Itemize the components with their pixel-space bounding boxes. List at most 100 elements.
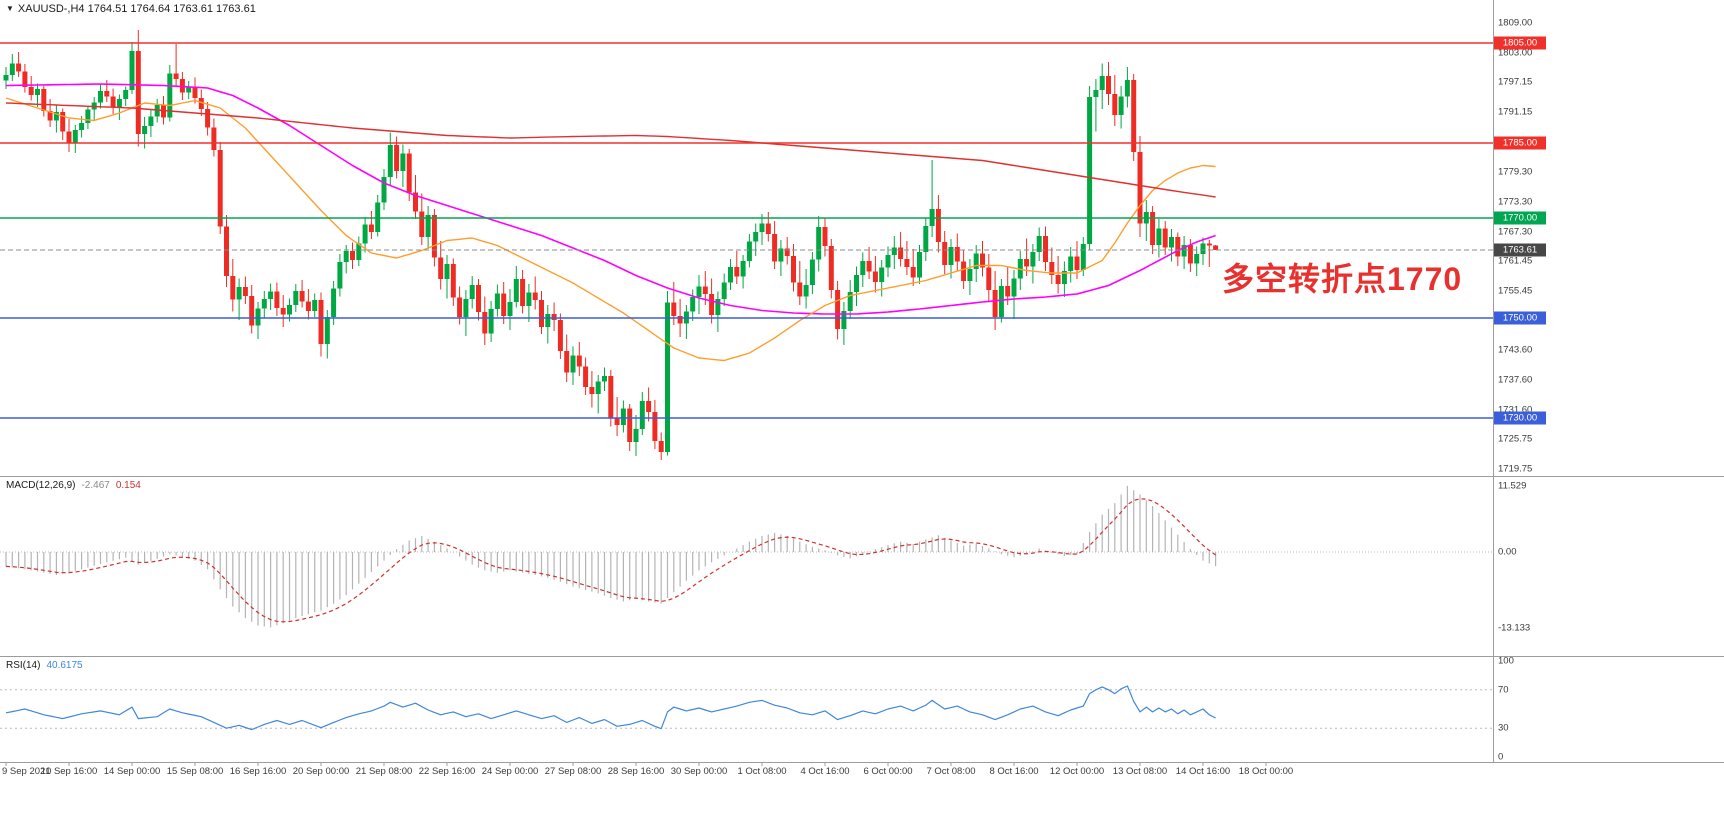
candle-down — [16, 63, 22, 72]
candle-down — [1131, 80, 1137, 152]
candle-up — [35, 89, 40, 95]
price-axis-tick: 1743.60 — [1498, 344, 1533, 356]
candle-down — [835, 290, 841, 329]
candle-up — [1118, 96, 1124, 115]
rsi-value: 40.6175 — [46, 660, 83, 671]
candle-down — [627, 408, 633, 442]
candle-down — [576, 355, 582, 367]
candle-down — [476, 285, 481, 312]
macd-indicator-name: MACD(12,26,9) — [6, 480, 76, 491]
candle-up — [513, 279, 519, 302]
time-axis-label: 24 Sep 00:00 — [481, 766, 539, 777]
candle-down — [539, 300, 544, 327]
candle-down — [765, 223, 771, 234]
rsi-axis-tick: 30 — [1498, 722, 1509, 734]
candle-down — [677, 316, 683, 324]
candle-down — [935, 209, 941, 242]
macd-title: MACD(12,26,9) -2.467 0.154 — [6, 480, 147, 491]
candle-up — [261, 299, 267, 309]
candle-down — [179, 79, 185, 93]
candle-up — [53, 112, 59, 121]
candle-down — [482, 312, 488, 334]
candle-up — [854, 275, 859, 292]
candle-down — [564, 351, 570, 373]
candle-down — [709, 294, 715, 315]
candle-up — [759, 223, 765, 232]
candle-up — [331, 288, 337, 317]
rsi-indicator-name: RSI(14) — [6, 660, 41, 671]
time-axis-label: 28 Sep 16:00 — [607, 766, 665, 777]
candle-up — [123, 90, 129, 99]
time-axis-label: 20 Sep 00:00 — [292, 766, 350, 777]
candle-down — [280, 308, 286, 315]
candle-down — [205, 109, 211, 128]
candle-up — [803, 285, 809, 297]
price-axis-tick: 1755.45 — [1498, 285, 1533, 297]
chevron-down-icon[interactable]: ▼ — [6, 4, 14, 13]
candle-up — [79, 123, 85, 130]
candle-up — [570, 355, 576, 373]
candle-up — [1156, 228, 1162, 245]
candle-down — [942, 242, 948, 265]
candle-down — [646, 401, 652, 412]
candle-down — [22, 71, 28, 87]
time-axis-label: 12 Oct 00:00 — [1049, 766, 1105, 777]
candle-up — [721, 282, 727, 299]
rsi-title: RSI(14) 40.6175 — [6, 660, 89, 671]
macd-signal-line — [5, 498, 1216, 623]
candle-down — [1055, 275, 1061, 284]
candle-up — [967, 269, 973, 281]
candle-up — [1061, 271, 1067, 284]
candle-up — [998, 286, 1004, 317]
price-level-tag: 1730.00 — [1494, 411, 1546, 425]
candle-up — [690, 297, 696, 312]
candle-up — [1087, 97, 1093, 244]
candle-up — [602, 376, 607, 382]
candle-down — [557, 320, 563, 351]
candle-up — [1080, 244, 1086, 270]
annotation-text[interactable]: 多空转折点1770 — [1222, 261, 1463, 297]
candle-up — [116, 99, 122, 108]
candle-up — [494, 293, 500, 309]
candle-up — [740, 261, 746, 277]
price-level-tag: 1805.00 — [1494, 36, 1546, 50]
candle-down — [438, 257, 444, 279]
candle-down — [173, 73, 179, 79]
candle-up — [860, 261, 866, 275]
candle-up — [891, 247, 897, 255]
candle-down — [1043, 236, 1048, 262]
candle-up — [362, 224, 368, 244]
candle-down — [520, 279, 526, 306]
candle-down — [211, 127, 217, 150]
candle-up — [1068, 256, 1074, 271]
candle-down — [406, 153, 412, 193]
candle-up — [715, 299, 721, 315]
price-axis-tick: 1767.30 — [1498, 226, 1533, 237]
candle-down — [866, 261, 872, 272]
candle-up — [381, 177, 387, 203]
candle-down — [904, 259, 910, 267]
candle-up — [3, 75, 9, 81]
candle-down — [1024, 259, 1030, 267]
time-axis-label: 13 Oct 08:00 — [1112, 766, 1168, 777]
candle-down — [47, 111, 53, 121]
candle-down — [450, 264, 456, 298]
candle-down — [702, 286, 708, 294]
candle-down — [772, 234, 778, 262]
candle-up — [1181, 245, 1187, 257]
candle-up — [142, 126, 148, 134]
candle-down — [431, 215, 437, 258]
candle-down — [217, 150, 223, 227]
candle-down — [104, 91, 110, 97]
candle-down — [249, 296, 255, 326]
candle-down — [230, 276, 236, 300]
candle-up — [728, 267, 733, 283]
candle-down — [394, 145, 400, 171]
candle-up — [463, 299, 469, 317]
candle-up — [85, 109, 91, 123]
candle-down — [608, 376, 614, 418]
candle-up — [1011, 278, 1017, 297]
candle-up — [696, 286, 702, 297]
